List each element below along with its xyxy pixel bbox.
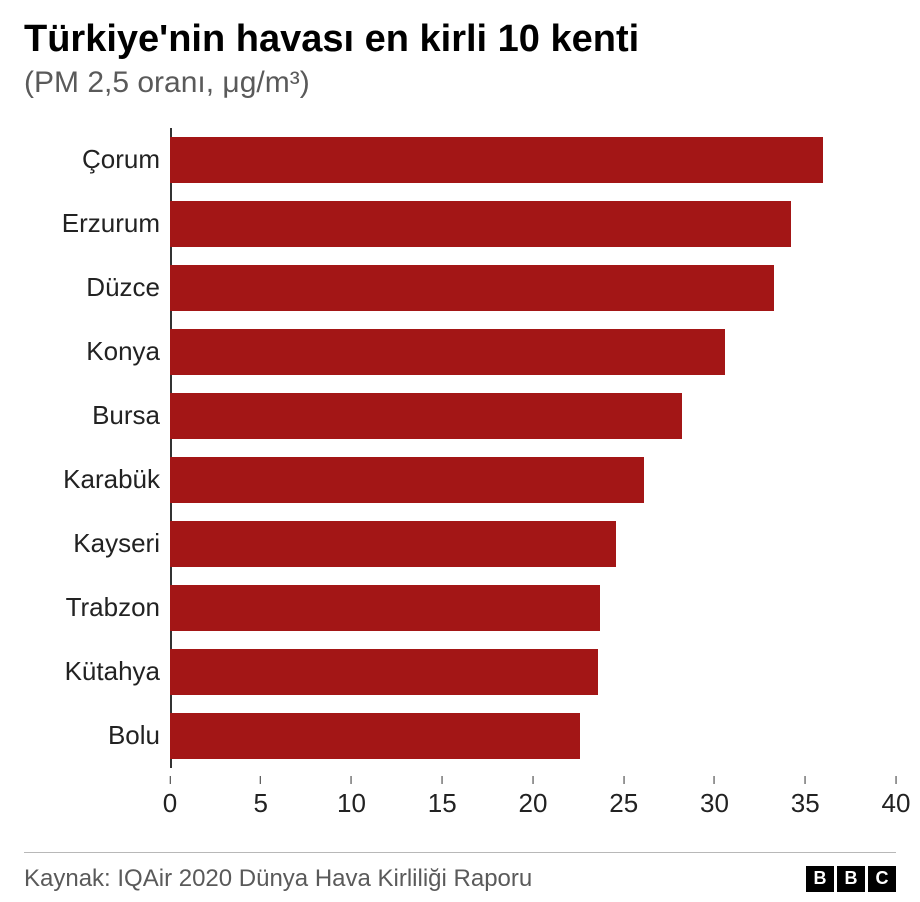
bar bbox=[170, 265, 774, 311]
x-tick: 20 bbox=[519, 776, 548, 819]
bbc-logo-letter: C bbox=[868, 866, 896, 892]
bar-label: Kütahya bbox=[24, 656, 170, 687]
x-tick: 30 bbox=[700, 776, 729, 819]
bar bbox=[170, 521, 616, 567]
bar-row: Bolu bbox=[24, 704, 896, 768]
tick-mark bbox=[442, 776, 443, 784]
bar-label: Konya bbox=[24, 336, 170, 367]
bar bbox=[170, 329, 725, 375]
bar-label: Kayseri bbox=[24, 528, 170, 559]
x-tick: 40 bbox=[882, 776, 911, 819]
bar-row: Karabük bbox=[24, 448, 896, 512]
x-tick: 35 bbox=[791, 776, 820, 819]
bar-track bbox=[170, 576, 896, 640]
bar-row: Bursa bbox=[24, 384, 896, 448]
bar bbox=[170, 137, 823, 183]
bbc-logo: B B C bbox=[806, 866, 896, 892]
footer-rule bbox=[24, 852, 896, 853]
x-tick: 5 bbox=[254, 776, 268, 819]
bar-label: Bursa bbox=[24, 400, 170, 431]
tick-mark bbox=[170, 776, 171, 784]
bar-label: Karabük bbox=[24, 464, 170, 495]
bar-row: Konya bbox=[24, 320, 896, 384]
tick-mark bbox=[714, 776, 715, 784]
tick-label: 20 bbox=[519, 788, 548, 819]
x-tick: 15 bbox=[428, 776, 457, 819]
bar-track bbox=[170, 640, 896, 704]
bar-row: Trabzon bbox=[24, 576, 896, 640]
bar-track bbox=[170, 320, 896, 384]
bar bbox=[170, 457, 644, 503]
x-tick: 10 bbox=[337, 776, 366, 819]
bar-row: Düzce bbox=[24, 256, 896, 320]
tick-mark bbox=[895, 776, 896, 784]
bar bbox=[170, 201, 791, 247]
x-tick: 25 bbox=[609, 776, 638, 819]
bar-label: Çorum bbox=[24, 144, 170, 175]
bar-track bbox=[170, 448, 896, 512]
bar-track bbox=[170, 128, 896, 192]
x-axis: 0510152025303540 bbox=[24, 776, 896, 826]
tick-mark bbox=[351, 776, 352, 784]
bar-row: Çorum bbox=[24, 128, 896, 192]
bar-track bbox=[170, 512, 896, 576]
tick-label: 35 bbox=[791, 788, 820, 819]
bar-track bbox=[170, 384, 896, 448]
bar bbox=[170, 649, 598, 695]
chart-area: Çorum Erzurum Düzce Konya Bursa Karabük Kayser… bbox=[24, 128, 896, 826]
bar-row: Kayseri bbox=[24, 512, 896, 576]
bar-row: Erzurum bbox=[24, 192, 896, 256]
tick-mark bbox=[532, 776, 533, 784]
bar-track bbox=[170, 256, 896, 320]
chart-subtitle: (PM 2,5 oranı, μg/m³) bbox=[24, 66, 896, 100]
bar-label: Bolu bbox=[24, 720, 170, 751]
tick-mark bbox=[805, 776, 806, 784]
bar bbox=[170, 393, 682, 439]
bars-container: Çorum Erzurum Düzce Konya Bursa Karabük Kayser… bbox=[24, 128, 896, 768]
footer: Kaynak: IQAir 2020 Dünya Hava Kirliliği … bbox=[24, 865, 896, 893]
bbc-logo-letter: B bbox=[837, 866, 865, 892]
tick-label: 40 bbox=[882, 788, 911, 819]
tick-label: 5 bbox=[254, 788, 268, 819]
tick-label: 10 bbox=[337, 788, 366, 819]
tick-label: 25 bbox=[609, 788, 638, 819]
bar bbox=[170, 713, 580, 759]
bar-track bbox=[170, 192, 896, 256]
bar-label: Erzurum bbox=[24, 208, 170, 239]
x-tick: 0 bbox=[163, 776, 177, 819]
bar-row: Kütahya bbox=[24, 640, 896, 704]
bar bbox=[170, 585, 600, 631]
chart-title: Türkiye'nin havası en kirli 10 kenti bbox=[24, 18, 896, 62]
bar-track bbox=[170, 704, 896, 768]
x-axis-ticks: 0510152025303540 bbox=[170, 776, 896, 826]
tick-mark bbox=[260, 776, 261, 784]
tick-label: 0 bbox=[163, 788, 177, 819]
tick-label: 15 bbox=[428, 788, 457, 819]
bbc-logo-letter: B bbox=[806, 866, 834, 892]
tick-label: 30 bbox=[700, 788, 729, 819]
source-text: Kaynak: IQAir 2020 Dünya Hava Kirliliği … bbox=[24, 865, 532, 893]
tick-mark bbox=[623, 776, 624, 784]
bar-label: Trabzon bbox=[24, 592, 170, 623]
bar-label: Düzce bbox=[24, 272, 170, 303]
